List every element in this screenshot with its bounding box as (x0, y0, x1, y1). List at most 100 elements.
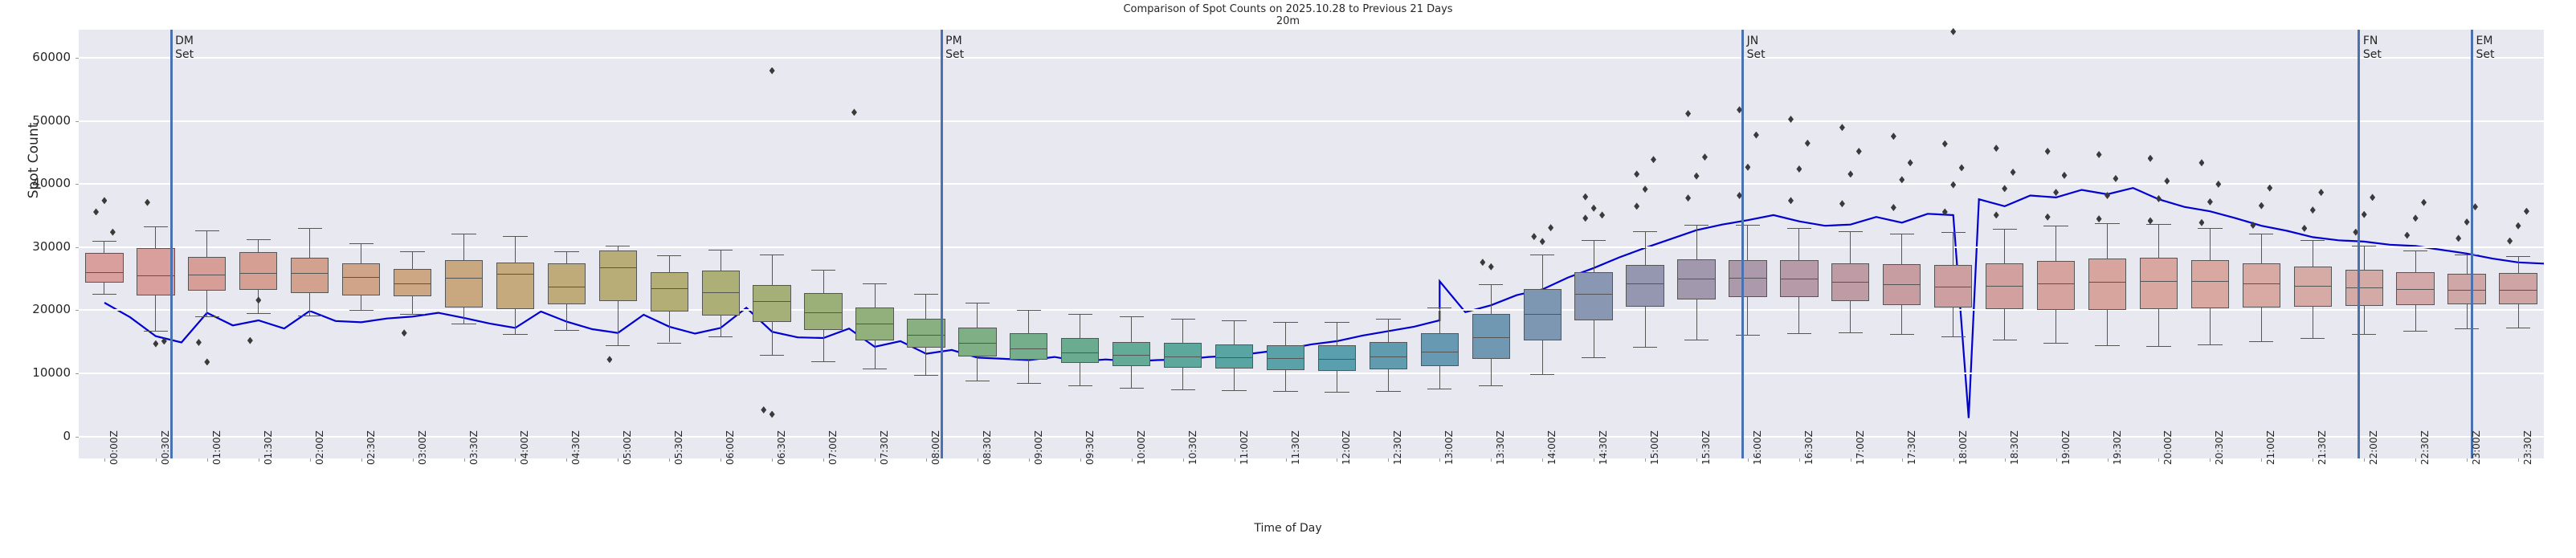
boxplot-outlier-marker (2096, 150, 2102, 158)
y-axis-tick-mark (76, 246, 79, 248)
boxplot-box (85, 252, 124, 283)
boxplot-whisker-cap (1222, 320, 1247, 322)
boxplot-outlier-marker (1693, 172, 1700, 180)
event-marker-line (169, 30, 173, 458)
x-axis-tick-mark (566, 458, 568, 462)
boxplot-outlier-marker (2370, 193, 2376, 202)
x-axis-tick-label: 02:00Z (313, 430, 325, 465)
boxplot-box (2447, 273, 2486, 305)
boxplot-whisker-cap (1684, 224, 1709, 226)
boxplot-whisker-cap (503, 235, 528, 237)
x-axis-tick-mark (875, 458, 876, 462)
boxplot-median (1215, 357, 1254, 359)
boxplot-outlier-marker (2309, 206, 2316, 214)
boxplot-median (804, 312, 843, 313)
boxplot-whisker-cap (1376, 390, 1401, 392)
boxplot-whisker-cap (1530, 373, 1555, 375)
boxplot-outlier-marker (161, 337, 167, 345)
x-axis-tick-mark (1696, 458, 1698, 462)
boxplot-median (1163, 356, 1202, 357)
boxplot-whisker-cap (1632, 230, 1658, 232)
boxplot-whisker-cap (1786, 332, 1812, 334)
boxplot-median (496, 273, 535, 275)
boxplot-whisker-cap (2352, 334, 2377, 336)
boxplot-outlier-marker (2472, 203, 2478, 211)
boxplot-whisker-cap (1376, 319, 1401, 320)
y-axis-tick-label: 0 (63, 428, 71, 443)
x-axis-tick-label: 06:00Z (725, 430, 737, 465)
y-gridline (79, 183, 2544, 185)
x-axis-tick-mark (2261, 458, 2263, 462)
y-axis-tick-mark (76, 120, 79, 122)
boxplot-whisker-cap (760, 355, 785, 356)
x-axis-tick-label: 05:30Z (673, 430, 685, 465)
boxplot-outlier-marker (2147, 217, 2153, 225)
boxplot-outlier-marker (2507, 237, 2513, 245)
x-axis-tick-label: 12:00Z (1341, 430, 1353, 465)
boxplot-median (1985, 285, 2024, 287)
boxplot-box (496, 262, 535, 309)
boxplot-whisker-cap (349, 243, 374, 245)
boxplot-outlier-marker (1488, 263, 1494, 271)
boxplot-box (2499, 273, 2537, 304)
boxplot-outlier-marker (255, 296, 262, 304)
boxplot-box (547, 263, 586, 304)
y-axis-tick-label: 40000 (32, 176, 71, 191)
event-marker-line (940, 30, 943, 458)
y-axis-tick-label: 20000 (32, 302, 71, 317)
x-axis-tick-label: 01:00Z (210, 430, 222, 465)
boxplot-whisker-cap (246, 312, 271, 314)
x-axis-tick-label: 22:30Z (2419, 430, 2431, 465)
boxplot-outlier-marker (1950, 27, 1957, 35)
boxplot-whisker-cap (554, 329, 579, 331)
boxplot-outlier-marker (769, 410, 775, 418)
boxplot-box (804, 293, 843, 330)
boxplot-box (2242, 263, 2280, 308)
boxplot-outlier-marker (1480, 259, 1486, 267)
boxplot-outlier-marker (1890, 203, 1896, 211)
y-axis-tick-mark (76, 373, 79, 374)
x-axis-tick-label: 09:00Z (1032, 430, 1044, 465)
boxplot-box (444, 260, 484, 308)
x-axis-tick-mark (1901, 458, 1903, 462)
boxplot-whisker-cap (400, 314, 425, 316)
y-axis-tick-label: 30000 (32, 238, 71, 254)
boxplot-whisker-cap (2043, 343, 2068, 344)
boxplot-median (1574, 294, 1613, 295)
boxplot-outlier-marker (1958, 164, 1965, 172)
x-axis-tick-label: 15:30Z (1700, 430, 1713, 465)
x-axis-tick-label: 03:30Z (467, 430, 480, 465)
boxplot-whisker-cap (657, 255, 682, 257)
x-axis-tick-mark (1028, 458, 1030, 462)
x-axis-tick-mark (1645, 458, 1647, 462)
boxplot-outlier-marker (761, 406, 767, 414)
boxplot-median (1883, 284, 1921, 286)
boxplot-whisker-cap (1016, 310, 1041, 312)
x-axis-tick-mark (463, 458, 465, 462)
x-axis-tick-label: 18:30Z (2008, 430, 2020, 465)
boxplot-median (598, 267, 637, 269)
boxplot-median (2396, 288, 2435, 290)
y-axis-tick-mark (76, 436, 79, 438)
x-axis-tick-label: 17:00Z (1854, 430, 1866, 465)
boxplot-whisker-cap (194, 316, 219, 317)
boxplot-outlier-marker (1737, 106, 1743, 114)
y-gridline (79, 309, 2544, 312)
boxplot-whisker-cap (2198, 228, 2223, 230)
boxplot-box (1574, 272, 1613, 320)
boxplot-outlier-marker (2053, 189, 2060, 197)
boxplot-whisker-cap (1119, 388, 1144, 389)
x-axis-tick-label: 00:30Z (159, 430, 171, 465)
boxplot-median (85, 271, 124, 273)
boxplot-box (2396, 272, 2435, 306)
boxplot-outlier-marker (1582, 193, 1589, 201)
x-axis-tick-mark (2467, 458, 2468, 462)
x-axis-tick-label: 19:00Z (2060, 430, 2072, 465)
x-axis-tick-label: 14:30Z (1598, 430, 1610, 465)
boxplot-whisker-cap (1582, 239, 1606, 241)
boxplot-box (341, 263, 381, 295)
boxplot-outlier-marker (2515, 222, 2521, 230)
x-axis-tick-mark (361, 458, 362, 462)
boxplot-median (291, 273, 329, 275)
